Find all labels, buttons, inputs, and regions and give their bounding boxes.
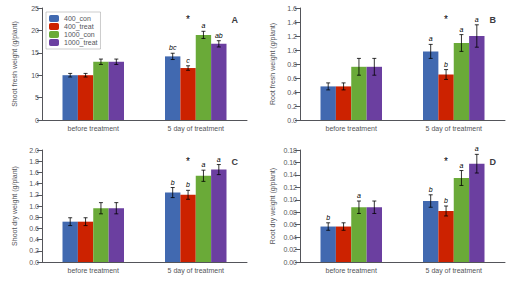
svg-text:Root fresh weight (g/plant): Root fresh weight (g/plant) (269, 23, 277, 105)
svg-text:0.12: 0.12 (283, 184, 297, 191)
svg-text:a: a (357, 192, 361, 199)
svg-text:b: b (429, 186, 433, 193)
svg-text:0: 0 (35, 117, 39, 124)
svg-text:0.14: 0.14 (283, 171, 297, 178)
svg-text:1.6: 1.6 (287, 5, 297, 12)
svg-text:b: b (444, 197, 448, 204)
svg-text:0.06: 0.06 (283, 221, 297, 228)
svg-text:0.8: 0.8 (287, 61, 297, 68)
svg-text:2.0: 2.0 (29, 147, 39, 154)
svg-text:5 day of treatment: 5 day of treatment (426, 125, 482, 133)
svg-text:Shoot dry weight (g/plant): Shoot dry weight (g/plant) (11, 166, 19, 246)
svg-text:D: D (490, 157, 497, 167)
svg-text:0.16: 0.16 (283, 159, 297, 166)
svg-text:bc: bc (169, 44, 177, 51)
svg-text:0.02: 0.02 (283, 246, 297, 253)
svg-text:C: C (232, 157, 239, 167)
svg-text:a: a (217, 156, 221, 163)
svg-text:*: * (444, 156, 448, 167)
svg-text:400_treat: 400_treat (64, 23, 94, 31)
svg-text:B: B (490, 15, 497, 25)
svg-text:before treatment: before treatment (326, 125, 377, 132)
svg-text:0.08: 0.08 (283, 209, 297, 216)
svg-text:1.4: 1.4 (287, 19, 297, 26)
svg-text:0.0: 0.0 (287, 117, 297, 124)
svg-text:0.2: 0.2 (287, 103, 297, 110)
svg-text:a: a (475, 145, 479, 152)
svg-text:a: a (459, 26, 463, 33)
svg-text:1000_treat: 1000_treat (64, 39, 98, 47)
svg-text:1.6: 1.6 (29, 169, 39, 176)
svg-text:15: 15 (31, 49, 39, 56)
svg-text:1000_con: 1000_con (64, 31, 95, 39)
svg-text:a: a (201, 161, 205, 168)
svg-text:0.0: 0.0 (29, 259, 39, 266)
svg-text:1.8: 1.8 (29, 158, 39, 165)
svg-text:b: b (186, 181, 190, 188)
svg-text:10: 10 (31, 72, 39, 79)
svg-text:*: * (186, 14, 190, 25)
svg-text:0.4: 0.4 (29, 236, 39, 243)
svg-text:a: a (459, 162, 463, 169)
svg-text:before treatment: before treatment (68, 125, 119, 132)
svg-text:0.6: 0.6 (29, 225, 39, 232)
svg-text:5 day of treatment: 5 day of treatment (426, 267, 482, 275)
svg-text:b: b (444, 61, 448, 68)
svg-text:before treatment: before treatment (68, 267, 119, 274)
svg-text:1.2: 1.2 (29, 191, 39, 198)
svg-text:0.00: 0.00 (283, 259, 297, 266)
svg-text:0.10: 0.10 (283, 196, 297, 203)
svg-text:0.2: 0.2 (29, 247, 39, 254)
svg-text:25: 25 (31, 5, 39, 12)
svg-text:a: a (201, 22, 205, 29)
svg-text:1.0: 1.0 (29, 203, 39, 210)
svg-text:b: b (326, 214, 330, 221)
svg-text:5 day of treatment: 5 day of treatment (168, 125, 224, 133)
svg-text:1.0: 1.0 (287, 47, 297, 54)
svg-text:a: a (429, 35, 433, 42)
svg-text:Shoot fresh weight (g/plant): Shoot fresh weight (g/plant) (11, 21, 19, 107)
svg-text:5: 5 (35, 94, 39, 101)
svg-text:0.8: 0.8 (29, 214, 39, 221)
svg-text:a: a (475, 16, 479, 23)
svg-text:Root dry weight (g/plant): Root dry weight (g/plant) (269, 168, 277, 244)
svg-text:b: b (171, 179, 175, 186)
svg-text:1.2: 1.2 (287, 33, 297, 40)
svg-text:0.18: 0.18 (283, 147, 297, 154)
svg-text:c: c (186, 57, 190, 64)
svg-text:1.4: 1.4 (29, 180, 39, 187)
svg-text:0.4: 0.4 (287, 89, 297, 96)
svg-text:before treatment: before treatment (326, 267, 377, 274)
svg-text:0.04: 0.04 (283, 234, 297, 241)
svg-text:5 day of treatment: 5 day of treatment (168, 267, 224, 275)
svg-text:20: 20 (31, 27, 39, 34)
svg-text:ab: ab (215, 32, 223, 39)
svg-text:A: A (232, 15, 239, 25)
svg-text:400_con: 400_con (64, 15, 91, 23)
svg-text:0.6: 0.6 (287, 75, 297, 82)
svg-text:*: * (186, 156, 190, 167)
svg-text:*: * (444, 14, 448, 25)
